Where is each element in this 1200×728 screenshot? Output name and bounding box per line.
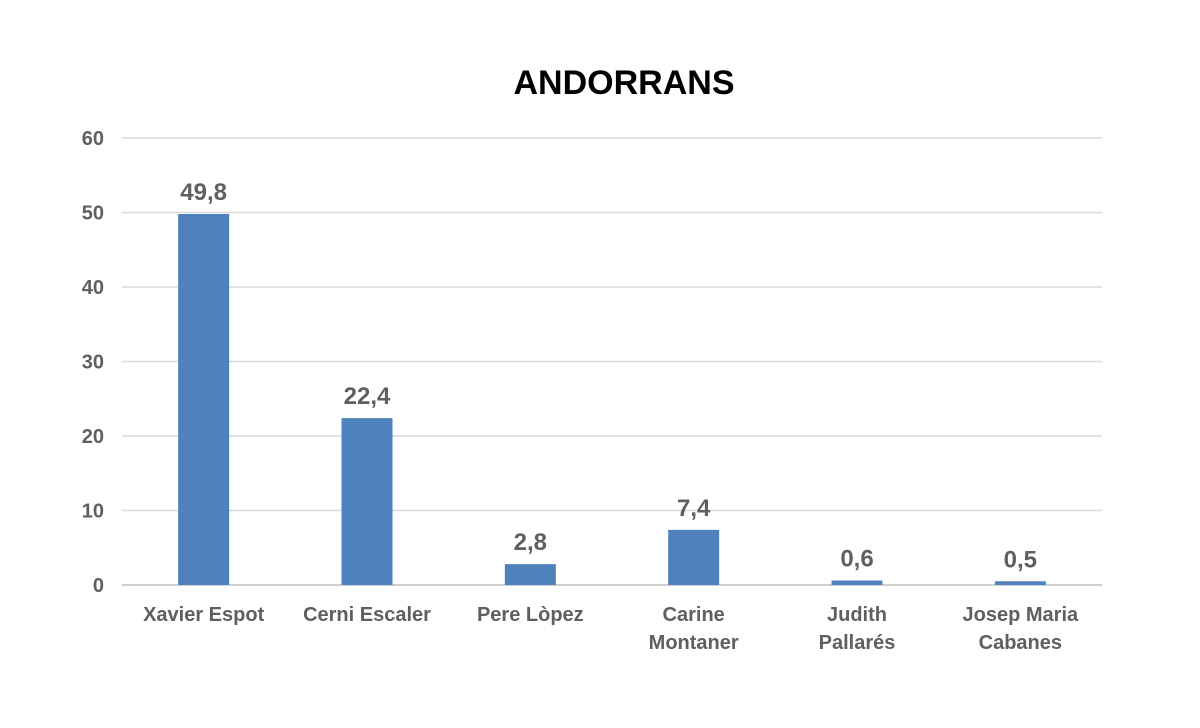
x-axis-categories: Xavier Espot Cerni Escaler Pere Lòpez Carin… (143, 604, 1079, 654)
bar (994, 581, 1046, 585)
y-tick-label: 50 (82, 203, 104, 225)
y-tick-label: 0 (93, 575, 104, 597)
y-tick-label: 10 (82, 501, 104, 523)
data-label: 7,4 (677, 495, 711, 522)
x-category-label: Xavier Espot (143, 604, 265, 626)
y-tick-label: 30 (82, 352, 104, 374)
y-axis-ticks: 0 10 20 30 40 50 60 (82, 128, 104, 597)
x-category-label: Pere Lòpez (477, 604, 584, 626)
chart-title: ANDORRANS (514, 64, 735, 102)
x-category-label: Josep Maria Cabanes (963, 604, 1079, 654)
data-label: 0,5 (1004, 546, 1037, 573)
gridlines (122, 137, 1102, 586)
bar (668, 529, 720, 585)
y-tick-label: 20 (82, 426, 104, 448)
bar (831, 580, 883, 585)
x-category-label: Carine Montaner (649, 604, 739, 654)
y-tick-label: 60 (82, 128, 104, 150)
x-category-label: Cerni Escaler (303, 604, 431, 626)
data-labels: 49,8 22,4 2,8 7,4 0,6 0,5 (180, 179, 1037, 573)
bar (504, 564, 556, 585)
data-label: 49,8 (180, 179, 227, 206)
data-label: 2,8 (514, 529, 547, 556)
data-label: 22,4 (344, 383, 391, 410)
bars (178, 213, 1046, 586)
y-tick-label: 40 (82, 277, 104, 299)
x-category-label: Judith Pallarés (819, 604, 896, 654)
bar (341, 418, 393, 585)
bar (178, 213, 230, 586)
data-label: 0,6 (840, 546, 873, 573)
